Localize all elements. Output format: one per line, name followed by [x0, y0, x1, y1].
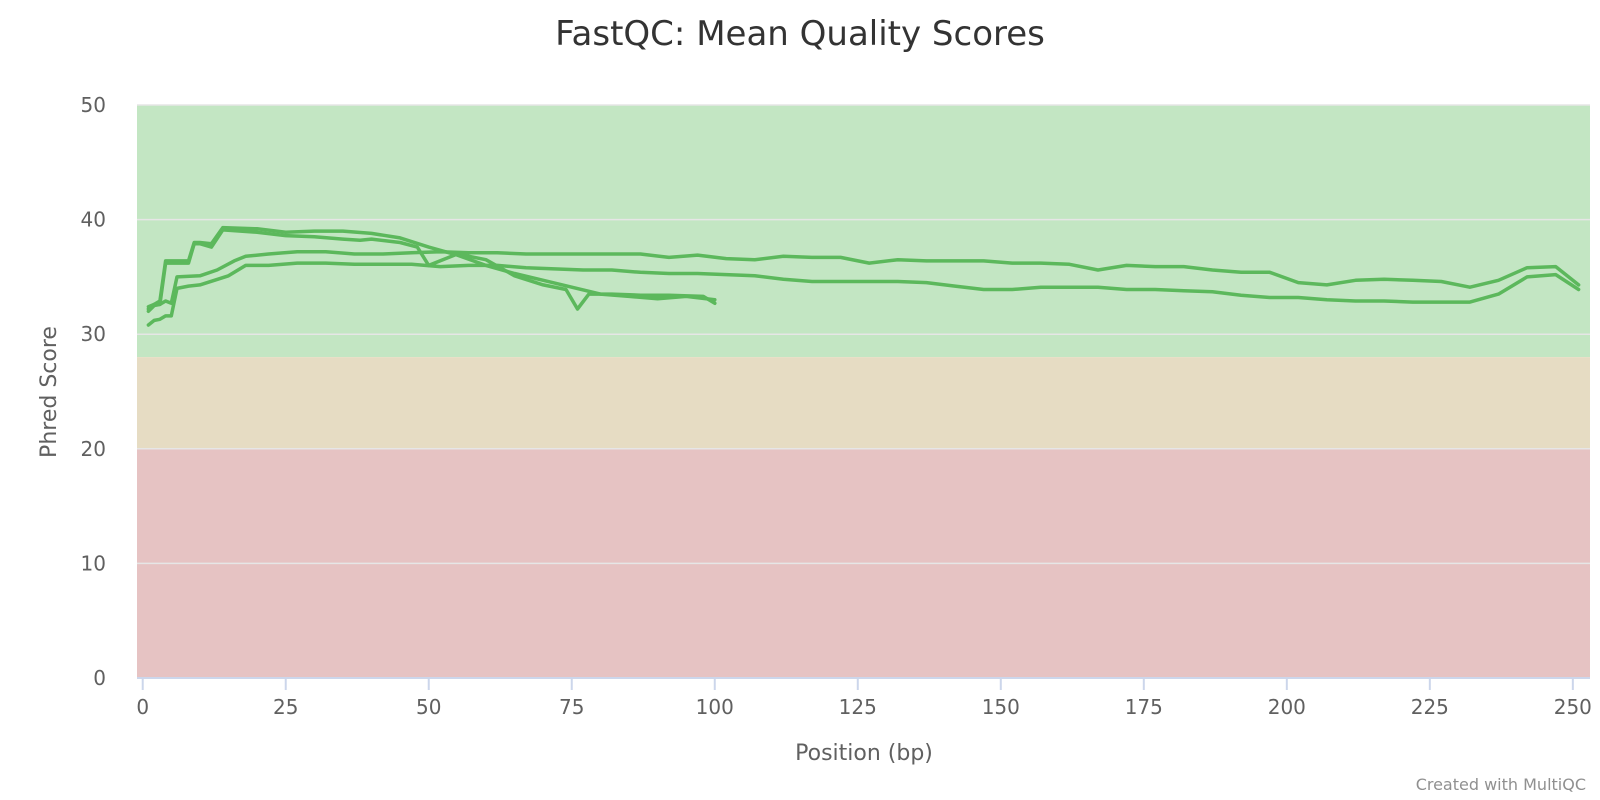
x-tick-label-25: 25	[273, 695, 298, 719]
x-tick-label-200: 200	[1268, 695, 1306, 719]
x-axis: 0 25 50 75 100 125 150 175 200 225 250	[136, 677, 1592, 719]
y-axis-label: Phred Score	[37, 326, 62, 458]
quality-bands	[137, 105, 1590, 678]
y-tick-label-20: 20	[81, 437, 106, 461]
x-tick-label-100: 100	[696, 695, 734, 719]
y-axis: 0 10 20 30 40 50	[81, 93, 106, 690]
y-tick-label-50: 50	[81, 93, 106, 117]
series-line-2[interactable]	[146, 225, 717, 309]
x-tick-label-175: 175	[1125, 695, 1163, 719]
credit-text[interactable]: Created with MultiQC	[1415, 775, 1586, 794]
x-tick-label-0: 0	[136, 695, 149, 719]
x-tick-label-150: 150	[982, 695, 1020, 719]
x-tick-label-250: 250	[1554, 695, 1592, 719]
y-tick-label-0: 0	[93, 666, 106, 690]
y-tick-label-30: 30	[81, 322, 106, 346]
y-tick-label-10: 10	[81, 551, 106, 575]
series-line-1[interactable]	[146, 228, 717, 311]
series-line-4[interactable]	[146, 249, 1581, 314]
x-tick-label-50: 50	[416, 695, 441, 719]
series-group	[146, 225, 1581, 327]
x-tick-label-225: 225	[1411, 695, 1449, 719]
y-tick-label-40: 40	[81, 208, 106, 232]
chart-title: FastQC: Mean Quality Scores	[555, 14, 1045, 54]
x-tick-label-125: 125	[839, 695, 877, 719]
x-tick-label-75: 75	[559, 695, 584, 719]
x-axis-label: Position (bp)	[795, 741, 933, 766]
series-line-3[interactable]	[146, 261, 1581, 327]
band-1	[137, 357, 1590, 449]
band-0	[137, 105, 1590, 358]
